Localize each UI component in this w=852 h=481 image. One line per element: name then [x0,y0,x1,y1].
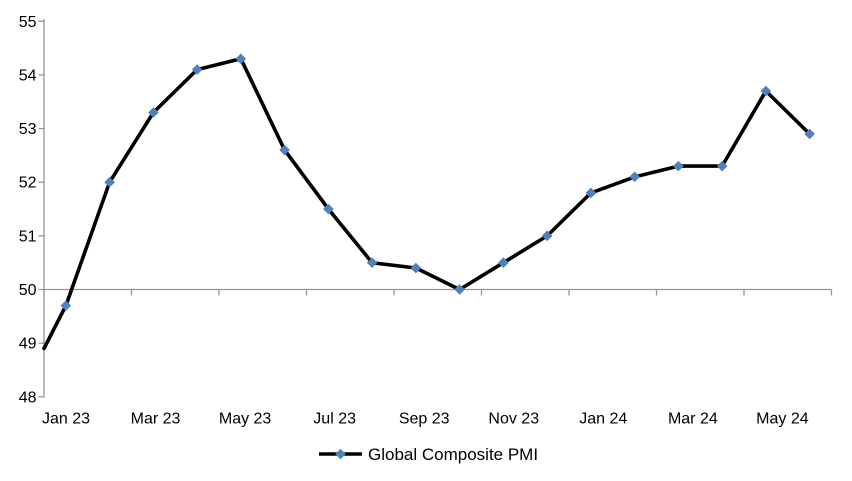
data-point-feb-24 [629,171,640,183]
x-tick-label-jul-23: Jul 23 [313,411,356,428]
data-point-jan-24 [585,187,597,199]
x-axis: Jan 23 Mar 23 May 23 Jul 23 Sep 23 Nov 23 Jan … [42,288,833,428]
data-point-feb-23 [104,176,115,188]
x-tick-label-mar-23: Mar 23 [131,411,181,428]
data-point-jul-23 [323,203,334,215]
data-point-jun-24 [804,128,815,140]
data-point-apr-23 [191,64,203,75]
data-point-oct-23 [454,284,465,295]
x-tick-label-jan-23: Jan 23 [42,411,90,428]
legend-diamond-icon [335,448,346,460]
data-point-mar-23 [148,107,159,118]
x-tick-label-mar-24: Mar 24 [668,411,718,428]
y-tick-label-52: 52 [19,175,37,192]
data-point-may-23 [235,53,247,65]
y-tick-label-51: 51 [19,228,37,245]
data-point-jun-23 [279,144,290,156]
data-point-aug-23 [366,257,378,268]
x-tick-label-jan-24: Jan 24 [579,411,627,428]
x-tick-label-sep-23: Sep 23 [399,411,450,428]
y-tick-label-50: 50 [19,282,37,299]
y-tick-label-54: 54 [19,67,37,84]
x-tick-label-nov-23: Nov 23 [488,411,539,428]
data-point-may-24 [760,85,772,97]
y-tick-label-55: 55 [19,14,37,31]
x-tick-label-may-24: May 24 [756,411,809,428]
x-tick-label-may-23: May 23 [219,411,272,428]
legend: Global Composite PMI [319,445,538,464]
legend-label: Global Composite PMI [368,445,538,464]
data-point-apr-24 [716,160,728,172]
y-tick-label-49: 49 [19,336,37,353]
data-point-mar-24 [673,160,684,172]
data-point-dec-23 [541,230,553,242]
y-axis: 55 54 53 52 51 50 49 48 [19,14,45,406]
series-global-composite-pmi [42,53,815,351]
data-point-nov-23 [498,257,509,268]
y-tick-label-53: 53 [19,121,37,138]
data-point-sep-23 [410,262,422,274]
y-tick-label-48: 48 [19,389,37,406]
pmi-line [42,56,812,351]
data-point-jan-23 [60,300,72,311]
